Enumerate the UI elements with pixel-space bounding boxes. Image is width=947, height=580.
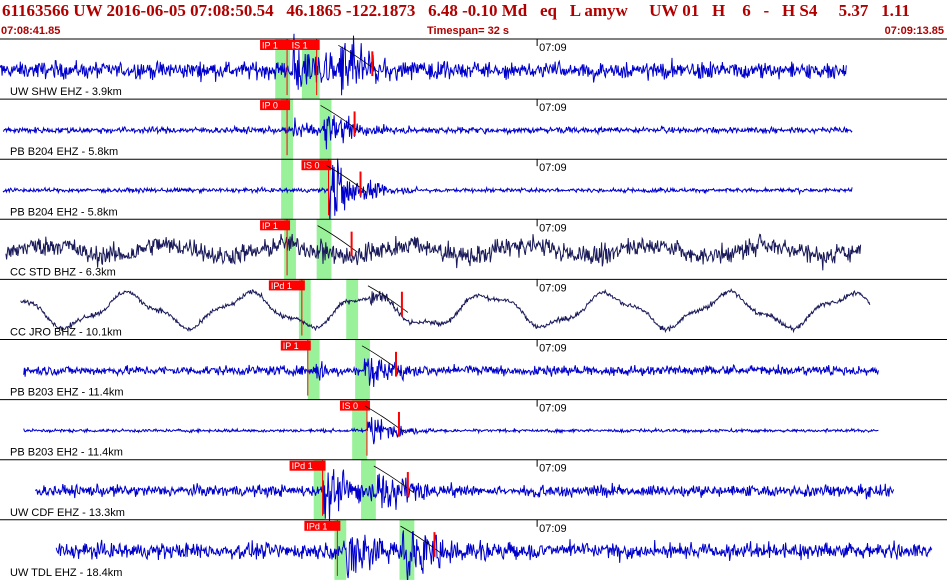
event-header: 61163566 UW 2016-06-05 07:08:50.54 46.18… (2, 1, 910, 20)
pick-tag-label: IPd 1 (306, 521, 327, 531)
waveform (2, 158, 853, 223)
pick-window (319, 159, 332, 220)
pick-window (346, 279, 359, 340)
station-label: PB B204 EHZ - 5.8km (10, 146, 118, 158)
pick-window (298, 279, 311, 340)
minute-tick-label: 07:09 (539, 282, 567, 294)
waveform (20, 288, 871, 334)
trace-panel: 07:09 IP 0 PB B204 EHZ - 5.8km (0, 98, 947, 160)
pick-window (361, 459, 376, 520)
trace-panel: 07:09 IP 1 IS 1 UW SHW EHZ - 3.9km (0, 33, 947, 100)
pick-tag-box (304, 520, 341, 531)
pick-tag-box (339, 400, 370, 411)
decay-curve (317, 225, 358, 253)
pick-tag-box (301, 160, 332, 171)
minute-tick-label: 07:09 (539, 162, 567, 174)
waveform (23, 417, 879, 445)
station-label: PB B203 EHZ - 11.4km (10, 387, 124, 399)
pick-tag-label: IP 1 (262, 221, 278, 231)
pick-tag-label: IS 0 (303, 161, 319, 171)
trace-panel: 07:09 IPd 1 UW TDL EHZ - 18.4km (0, 519, 947, 580)
minute-tick-label: 07:09 (539, 343, 567, 355)
station-label: PB B203 EH2 - 11.4km (10, 447, 123, 459)
minute-tick-label: 07:09 (539, 403, 567, 415)
decay-curve (361, 345, 403, 373)
minute-tick-label: 07:09 (539, 222, 567, 234)
minute-tick-label: 07:09 (539, 523, 567, 535)
station-label: UW SHW EHZ - 3.9km (10, 86, 122, 98)
timespan-label: Timespan= 32 s (427, 25, 510, 37)
pick-tag-box (260, 100, 291, 111)
decay-curve (320, 105, 361, 133)
station-label: PB B204 EH2 - 5.8km (10, 206, 118, 218)
decay-curve (367, 285, 409, 313)
minute-tick-label: 07:09 (539, 102, 567, 114)
minute-tick-label: 07:09 (539, 42, 567, 54)
pick-tag-box (289, 460, 326, 471)
pick-tag-label: IPd 1 (271, 281, 292, 291)
station-label: UW TDL EHZ - 18.4km (10, 567, 122, 579)
pick-tag-label: IS 1 (292, 41, 308, 51)
trace-panel: 07:09 IP 1 CC STD BHZ - 6.3km (0, 218, 947, 280)
pick-tag-box (260, 40, 291, 50)
pick-window (284, 219, 296, 280)
end-time-label: 07:09:13.85 (884, 25, 944, 37)
trace-panel: 07:09 IPd 1 UW CDF EHZ - 13.3km (0, 459, 947, 522)
station-label: CC STD BHZ - 6.3km (10, 266, 116, 278)
pick-tag-box (260, 220, 291, 231)
waveform (55, 530, 933, 580)
decay-curve (326, 165, 367, 193)
pick-tag-label: IP 0 (262, 101, 278, 111)
trace-panel: 07:09 IS 0 PB B203 EH2 - 11.4km (0, 399, 947, 460)
minute-tick-label: 07:09 (539, 463, 567, 475)
pick-tag-label: IPd 1 (292, 461, 313, 471)
trace-panel: 07:09 IP 1 PB B203 EHZ - 11.4km (0, 339, 947, 400)
pick-tag-box (289, 40, 320, 50)
start-time-label: 07:08:41.85 (1, 25, 61, 37)
pick-tag-box (268, 280, 305, 291)
waveform (2, 115, 853, 150)
decay-curve (400, 525, 441, 554)
decay-curve (364, 405, 406, 433)
decay-curve (338, 44, 379, 73)
pick-tag-box (280, 340, 311, 351)
pick-tag-label: IS 0 (342, 401, 358, 411)
station-label: UW CDF EHZ - 13.3km (10, 507, 125, 519)
trace-panel: 07:09 IS 0 PB B204 EH2 - 5.8km (0, 158, 947, 223)
station-label: CC JRO BHZ - 10.1km (10, 327, 122, 339)
trace-panel: 07:09 IPd 1 CC JRO BHZ - 10.1km (0, 278, 947, 340)
pick-window (352, 399, 367, 460)
waveform (5, 233, 862, 271)
waveform (23, 357, 879, 388)
pick-tag-label: IP 1 (262, 41, 278, 51)
waveform (35, 469, 895, 522)
pick-tag-label: IP 1 (283, 341, 299, 351)
decay-curve (373, 465, 415, 494)
waveform (0, 33, 847, 96)
